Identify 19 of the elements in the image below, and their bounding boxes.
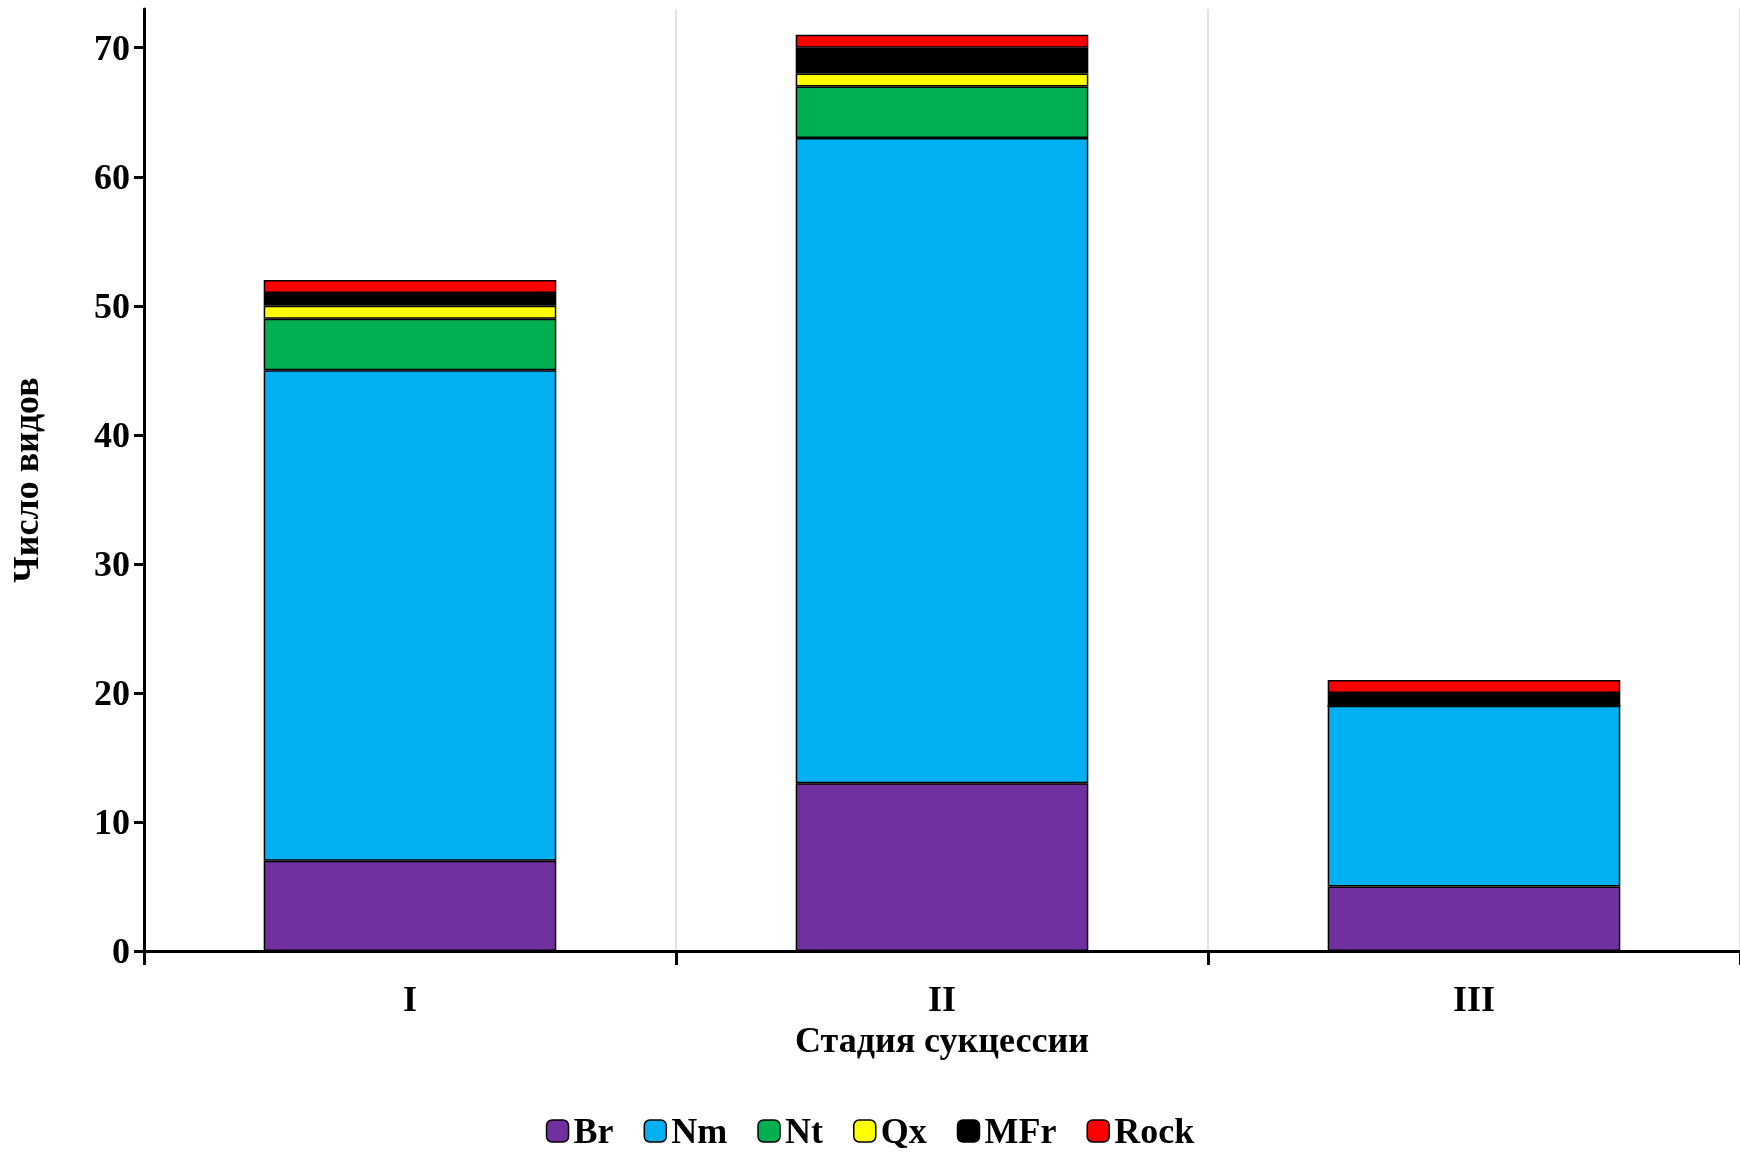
y-tick-label: 40 xyxy=(94,414,130,455)
y-tick-label: 10 xyxy=(94,801,130,842)
y-tick-label: 60 xyxy=(94,156,130,197)
y-tick-label: 0 xyxy=(112,931,130,971)
y-tick-label: 50 xyxy=(94,285,130,326)
x-axis-title: Стадия сукцессии xyxy=(795,1019,1089,1060)
y-tick-label: 30 xyxy=(94,543,130,584)
x-tick-label: I xyxy=(402,979,418,1019)
legend-label: MFr xyxy=(984,1111,1057,1151)
legend-label: Rock xyxy=(1114,1111,1195,1151)
y-tick-label: 20 xyxy=(94,672,130,713)
legend-label: Nm xyxy=(671,1111,728,1151)
y-tick-label: 70 xyxy=(94,27,130,68)
x-tick-label: II xyxy=(927,979,957,1019)
legend-label: Qx xyxy=(880,1111,927,1151)
y-axis-title: Число видов xyxy=(6,377,46,583)
legend-label: Br xyxy=(573,1111,614,1151)
legend-label: Nt xyxy=(785,1111,824,1151)
x-tick-label: III xyxy=(1452,979,1496,1019)
